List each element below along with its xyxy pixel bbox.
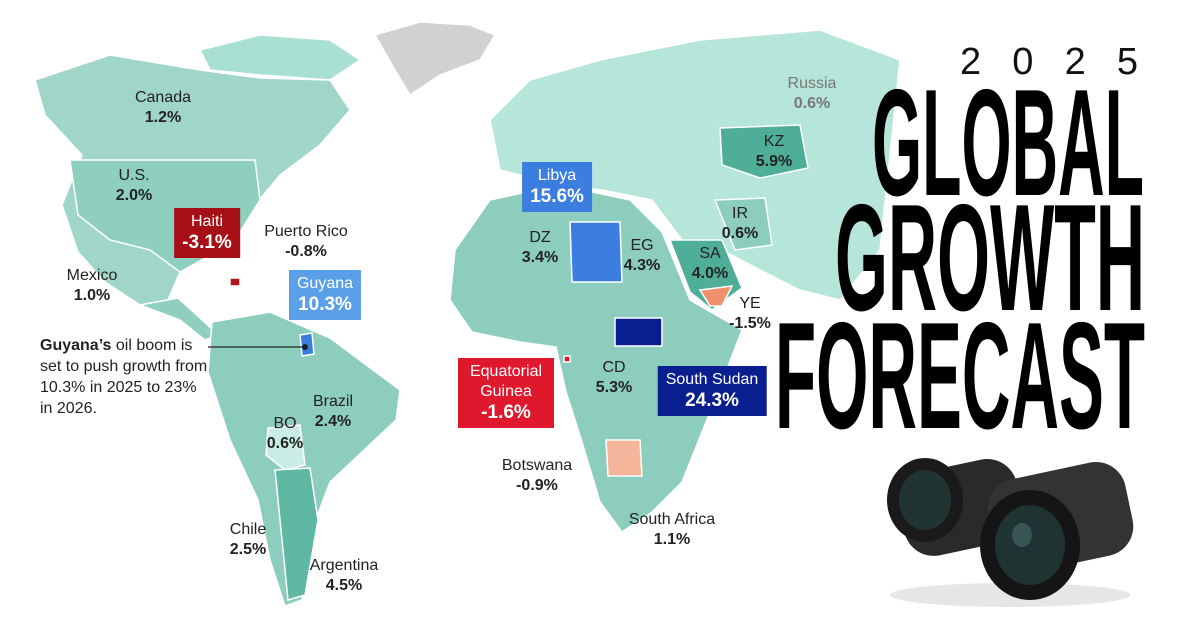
growth-value: -1.6% [481, 402, 531, 423]
country-name: SA [699, 245, 721, 262]
country-name: DZ [529, 229, 551, 246]
country-label: CD 5.3% [596, 358, 632, 398]
growth-value: 0.6% [266, 435, 304, 452]
headline: GLOBAL GROWTH FORECAST [775, 58, 1145, 461]
botswana [605, 439, 643, 477]
land [34, 21, 901, 607]
country-name: Chile [229, 521, 267, 538]
guyana [299, 332, 315, 357]
country-name: Argentina [309, 557, 379, 574]
growth-value: -1.5% [729, 315, 771, 332]
country-name: Equatorial Guinea [469, 363, 543, 400]
country-label: KZ 5.9% [756, 132, 792, 172]
callout-lead: Guyana’s [40, 337, 112, 354]
growth-value: 4.3% [623, 257, 661, 274]
growth-value: 10.3% [298, 294, 352, 315]
bolivia [265, 424, 306, 471]
headline-line: FORECAST [775, 291, 1145, 461]
country-name: Botswana [501, 457, 573, 474]
eq-guinea [563, 355, 571, 363]
country-label: Argentina 4.5% [310, 556, 379, 596]
country-label: Botswana -0.9% [502, 456, 572, 496]
country-label: BO 0.6% [267, 414, 303, 454]
kazakhstan [719, 124, 809, 179]
country-name: IR [732, 205, 748, 222]
country-label: Puerto Rico -0.8% [264, 222, 348, 262]
growth-value: 4.0% [691, 265, 729, 282]
country-name: BO [273, 415, 297, 432]
libya [569, 221, 623, 283]
country-label: U.S. 2.0% [116, 166, 152, 206]
callout-dot [302, 344, 308, 350]
africa [449, 184, 743, 534]
country-label: Chile 2.5% [230, 520, 266, 560]
yemen [698, 285, 734, 307]
country-label: Guyana 10.3% [288, 270, 362, 320]
country-label: Libya 15.6% [522, 162, 592, 212]
binoculars [887, 458, 1134, 607]
argentina [274, 467, 319, 601]
growth-value: -3.1% [182, 232, 232, 253]
country-name: Canada [134, 89, 192, 106]
country-label: South Sudan 24.3% [657, 366, 767, 416]
country-name: Libya [537, 167, 577, 184]
haiti [229, 277, 241, 287]
greenland [373, 21, 497, 97]
country-name: U.S. [118, 167, 150, 184]
callout: Guyana’s oil boom is set to push growth … [40, 335, 212, 419]
growth-value: 5.9% [755, 153, 793, 170]
arctic-islands [198, 34, 362, 81]
growth-value: 5.3% [595, 379, 633, 396]
growth-value: 4.5% [325, 577, 363, 594]
country-name: Haiti [190, 213, 224, 230]
country-name: KZ [763, 133, 785, 150]
country-name: South Africa [628, 511, 716, 528]
growth-value: 0.6% [793, 95, 831, 112]
country-name: CD [602, 359, 626, 376]
callout-text: oil boom is set to push growth from 10.3… [40, 337, 208, 417]
growth-value: 2.0% [115, 187, 153, 204]
growth-value: -0.9% [516, 477, 558, 494]
country-label: Russia 0.6% [788, 74, 837, 114]
growth-value: 1.0% [73, 287, 111, 304]
south-sudan [614, 317, 663, 347]
growth-value: 2.5% [229, 541, 267, 558]
country-name: Brazil [312, 393, 354, 410]
country-name: EG [630, 237, 654, 254]
headline-line: GLOBAL [872, 58, 1144, 228]
growth-value: 24.3% [685, 390, 739, 411]
growth-value: 2.4% [314, 413, 352, 430]
country-name: YE [739, 295, 761, 312]
growth-value: 1.1% [653, 531, 691, 548]
country-label: DZ 3.4% [522, 228, 558, 268]
iran [713, 197, 773, 251]
country-name: Guyana [296, 275, 354, 292]
country-label: South Africa 1.1% [629, 510, 715, 550]
growth-value: -0.8% [285, 243, 327, 260]
country-label: Canada 1.2% [135, 88, 191, 128]
country-name: Russia [787, 75, 837, 92]
country-label: EG 4.3% [624, 236, 660, 276]
country-label: YE -1.5% [729, 294, 771, 334]
country-name: Puerto Rico [264, 223, 348, 240]
growth-value: 3.4% [521, 249, 559, 266]
country-label: IR 0.6% [722, 204, 758, 244]
growth-value: 15.6% [530, 186, 584, 207]
country-label: SA 4.0% [692, 244, 728, 284]
central-america [137, 297, 220, 341]
growth-value: 1.2% [144, 109, 182, 126]
country-name: South Sudan [665, 371, 759, 388]
country-label: Brazil 2.4% [313, 392, 353, 432]
headline-line: GROWTH [835, 173, 1145, 343]
country-label: Mexico 1.0% [67, 266, 118, 306]
country-name: Mexico [66, 267, 118, 284]
country-label: Haiti -3.1% [174, 208, 240, 258]
growth-value: 0.6% [721, 225, 759, 242]
country-label: Equatorial Guinea -1.6% [458, 358, 554, 428]
